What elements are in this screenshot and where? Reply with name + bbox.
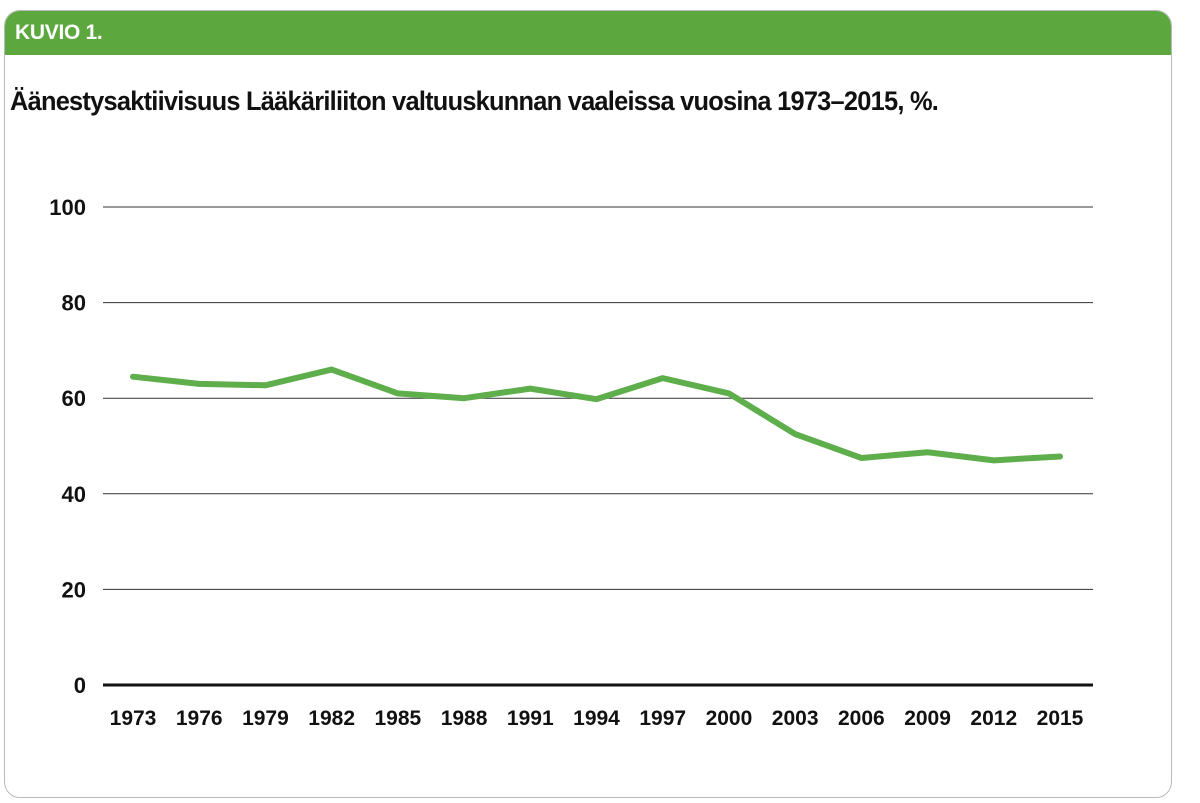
x-tick-label: 1985 [374, 707, 421, 730]
x-tick-label: 1976 [176, 707, 223, 730]
x-tick-label: 2015 [1037, 707, 1084, 730]
figure-label: KUVIO 1. [15, 21, 103, 44]
figure-label-bar: KUVIO 1. [5, 11, 1171, 55]
y-tick-label: 20 [62, 577, 86, 602]
x-tick-label: 1973 [110, 707, 157, 730]
x-tick-label: 1997 [639, 707, 686, 730]
y-tick-label: 40 [62, 482, 86, 507]
series-line-0 [130, 366, 1063, 464]
x-tick-label: 2012 [970, 707, 1017, 730]
x-tick-label: 2006 [838, 707, 885, 730]
chart-title: Äänestysaktiivisuus Lääkäriliiton valtuu… [10, 86, 939, 116]
x-tick-label: 1991 [507, 707, 554, 730]
x-tick-label: 1979 [242, 707, 289, 730]
x-tick-label: 1994 [573, 707, 620, 730]
y-tick-label: 60 [62, 386, 86, 411]
x-tick-label: 2003 [772, 707, 819, 730]
figure-frame: KUVIO 1. [4, 10, 1172, 798]
y-tick-label: 100 [49, 195, 86, 220]
x-tick-label: 1988 [441, 707, 488, 730]
y-tick-label: 0 [74, 673, 86, 698]
x-tick-label: 2009 [904, 707, 951, 730]
x-tick-label: 2000 [706, 707, 753, 730]
x-tick-label: 1982 [308, 707, 355, 730]
y-tick-label: 80 [62, 291, 86, 316]
